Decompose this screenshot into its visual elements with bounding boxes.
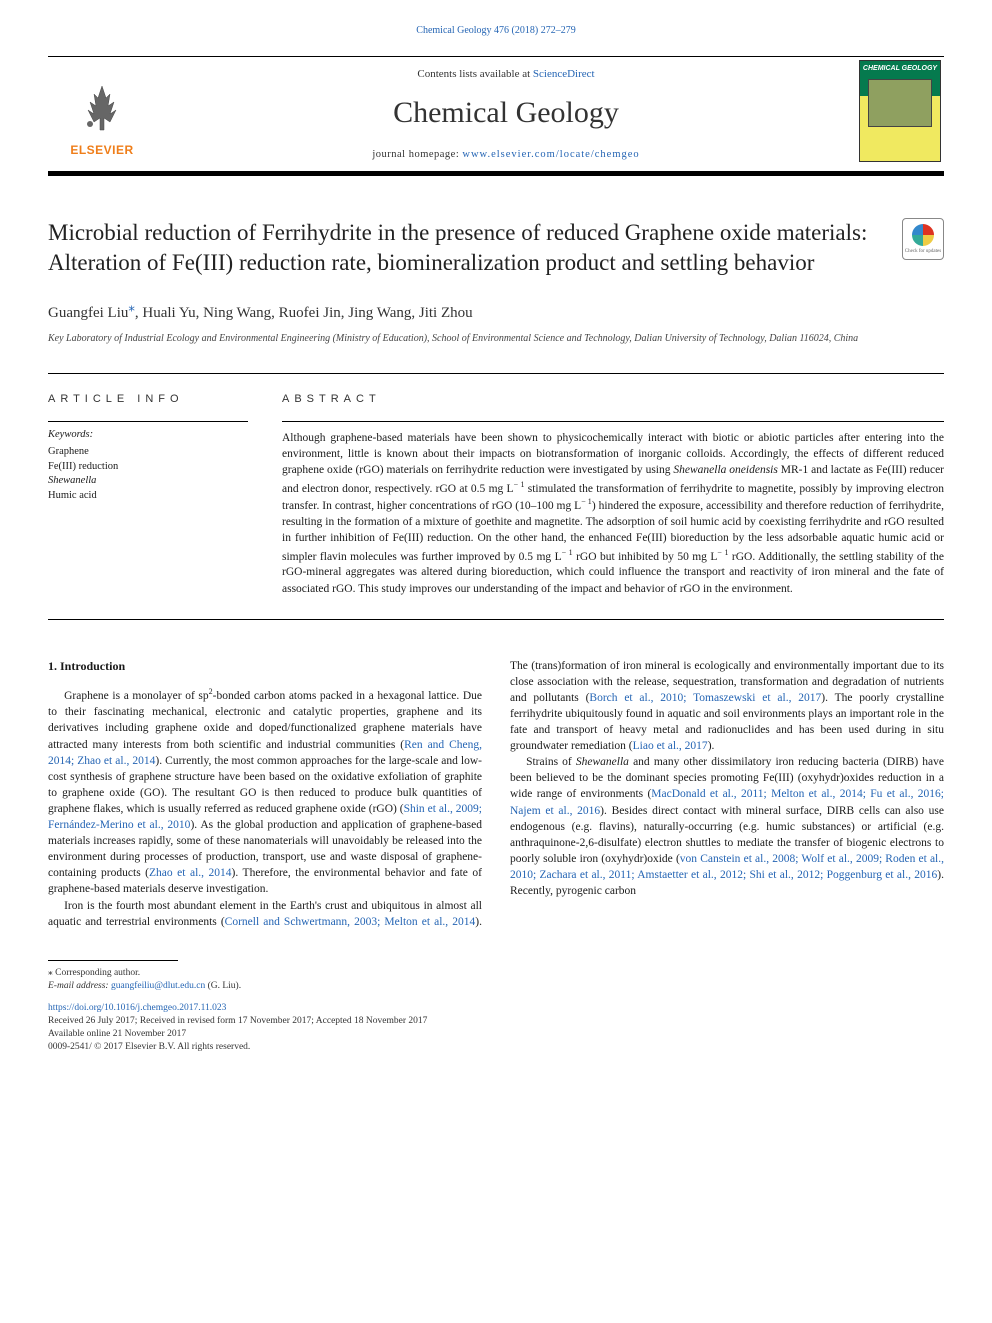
cover-image-icon	[868, 79, 932, 127]
journal-name: Chemical Geology	[393, 92, 619, 134]
publisher-name: ELSEVIER	[70, 142, 133, 159]
keyword-item: Humic acid	[48, 489, 248, 504]
email-line: E-mail address: guangfeiliu@dlut.edu.cn …	[48, 980, 944, 993]
contents-available: Contents lists available at ScienceDirec…	[417, 67, 594, 82]
publisher-logo[interactable]: ELSEVIER	[48, 57, 156, 165]
history-line: Received 26 July 2017; Received in revis…	[48, 1016, 427, 1026]
body-para-1: Graphene is a monolayer of sp2-bonded ca…	[48, 686, 482, 897]
journal-homepage: journal homepage: www.elsevier.com/locat…	[372, 148, 639, 163]
article-footer: https://doi.org/10.1016/j.chemgeo.2017.1…	[48, 1002, 944, 1053]
crossmark-icon	[912, 224, 934, 246]
sciencedirect-link[interactable]: ScienceDirect	[533, 68, 595, 80]
crossmark-badge[interactable]: Check for updates	[902, 218, 944, 260]
author-list: Guangfei Liu⁎, Huali Yu, Ning Wang, Ruof…	[48, 298, 944, 324]
section-heading-1: 1. Introduction	[48, 658, 482, 675]
copyright-line: 0009-2541/ © 2017 Elsevier B.V. All righ…	[48, 1042, 250, 1052]
masthead: ELSEVIER Contents lists available at Sci…	[48, 56, 944, 176]
top-citation: Chemical Geology 476 (2018) 272–279	[48, 24, 944, 38]
keyword-item: Graphene	[48, 445, 248, 460]
email-link[interactable]: guangfeiliu@dlut.edu.cn	[111, 981, 205, 991]
abstract-panel: ABSTRACT Although graphene-based materia…	[282, 392, 944, 597]
keyword-item: Shewanella	[48, 474, 248, 489]
footnote-rule	[48, 960, 178, 961]
corresponding-author-note: ⁎ Corresponding author.	[48, 967, 944, 980]
journal-cover-thumbnail[interactable]: CHEMICAL GEOLOGY	[859, 60, 941, 162]
doi-link[interactable]: https://doi.org/10.1016/j.chemgeo.2017.1…	[48, 1003, 226, 1013]
homepage-link[interactable]: www.elsevier.com/locate/chemgeo	[462, 149, 639, 160]
keywords-label: Keywords:	[48, 421, 248, 443]
abstract-heading: ABSTRACT	[282, 392, 944, 407]
crossmark-label: Check for updates	[905, 248, 941, 255]
body-text: 1. Introduction Graphene is a monolayer …	[48, 658, 944, 930]
affiliation: Key Laboratory of Industrial Ecology and…	[48, 332, 944, 345]
body-para-3: Strains of Shewanella and many other dis…	[510, 754, 944, 899]
article-info-panel: ARTICLE INFO Keywords: GrapheneFe(III) r…	[48, 392, 248, 597]
elsevier-tree-icon	[72, 78, 132, 138]
cover-title: CHEMICAL GEOLOGY	[863, 65, 937, 73]
footnotes: ⁎ Corresponding author. E-mail address: …	[48, 967, 944, 993]
keyword-item: Fe(III) reduction	[48, 460, 248, 475]
article-info-heading: ARTICLE INFO	[48, 392, 248, 407]
online-line: Available online 21 November 2017	[48, 1029, 186, 1039]
article-title: Microbial reduction of Ferrihydrite in t…	[48, 218, 886, 278]
abstract-text: Although graphene-based materials have b…	[282, 421, 944, 596]
keywords-list: GrapheneFe(III) reductionShewanellaHumic…	[48, 445, 248, 504]
